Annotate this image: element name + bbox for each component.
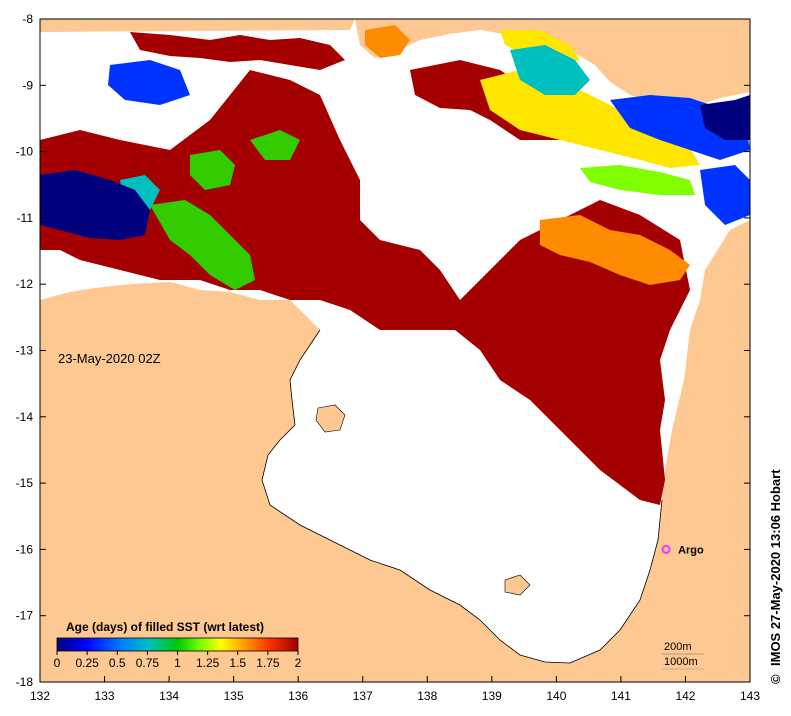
y-tick-label: -14 bbox=[16, 410, 34, 424]
argo-float-marker: Argo bbox=[661, 544, 704, 556]
x-axis: 132 133 134 135 136 137 138 139 140 141 142 143 bbox=[30, 676, 760, 703]
legend-tick-label: 0.25 bbox=[75, 656, 99, 670]
patch-age-0-west bbox=[40, 170, 150, 240]
patch-age-075-northeast bbox=[510, 45, 590, 95]
patch-age-1-east bbox=[580, 165, 695, 195]
legend-tick-label: 2 bbox=[295, 656, 302, 670]
patch-age-2-top bbox=[130, 32, 345, 70]
legend-tick-label: 0.5 bbox=[109, 656, 126, 670]
land-western-australia-nt bbox=[40, 260, 750, 682]
argo-icon bbox=[661, 544, 671, 554]
x-tick-label: 140 bbox=[546, 689, 566, 703]
credit-label: IMOS 27-May-2020 13:06 Hobart bbox=[768, 469, 783, 666]
y-tick-label: -12 bbox=[16, 277, 34, 291]
y-tick-label: -18 bbox=[16, 675, 34, 689]
x-tick-label: 143 bbox=[740, 689, 760, 703]
patch-age-15-band bbox=[480, 70, 700, 168]
patch-age-05-east bbox=[700, 165, 750, 225]
patch-age-1-north bbox=[250, 130, 300, 160]
legend-tick-label: 0.75 bbox=[136, 656, 160, 670]
x-tick-label: 133 bbox=[95, 689, 115, 703]
patch-age-175-east bbox=[540, 215, 690, 285]
legend-tick-label: 1 bbox=[174, 656, 181, 670]
sst-data-patches bbox=[40, 25, 750, 505]
patch-age-2-southeast bbox=[560, 390, 660, 480]
patch-age-1-west bbox=[150, 200, 255, 290]
x-tick-label: 137 bbox=[353, 689, 373, 703]
x-tick-label: 135 bbox=[224, 689, 244, 703]
credit-block: © IMOS 27-May-2020 13:06 Hobart bbox=[768, 469, 783, 684]
legend-colorbar bbox=[56, 637, 299, 652]
patch-age-175-top bbox=[365, 25, 410, 58]
y-axis: -8 -9 -10 -11 -12 -13 -14 -15 -16 -17 -18 bbox=[16, 12, 750, 689]
legend-tick-label: 0 bbox=[54, 656, 61, 670]
x-tick-label: 138 bbox=[417, 689, 437, 703]
wellesley-island bbox=[504, 574, 531, 596]
y-tick-label: -11 bbox=[17, 211, 34, 225]
y-tick-label: -13 bbox=[16, 344, 34, 358]
legend-title: Age (days) of filled SST (wrt latest) bbox=[66, 620, 264, 634]
patch-age-0-northeast bbox=[700, 95, 750, 140]
y-tick-label: -9 bbox=[22, 78, 33, 92]
x-tick-label: 134 bbox=[159, 689, 179, 703]
gulf-coastline bbox=[261, 329, 663, 664]
timestamp-label: 23-May-2020 02Z bbox=[58, 351, 161, 366]
y-tick-label: -10 bbox=[16, 145, 34, 159]
legend-tick-label: 1.75 bbox=[256, 656, 280, 670]
copyright-symbol: © bbox=[768, 674, 783, 684]
x-tick-label: 132 bbox=[30, 689, 50, 703]
y-tick-label: -8 bbox=[22, 12, 33, 26]
x-tick-label: 141 bbox=[611, 689, 631, 703]
legend-tick-label: 1.5 bbox=[229, 656, 246, 670]
legend-tick-label: 1.25 bbox=[196, 656, 220, 670]
y-tick-label: -15 bbox=[16, 476, 34, 490]
x-tick-label: 136 bbox=[288, 689, 308, 703]
x-tick-label: 139 bbox=[482, 689, 502, 703]
land-papua-new-guinea bbox=[355, 19, 750, 105]
patch-age-1-mid bbox=[190, 150, 235, 190]
land-cape-york-east bbox=[700, 220, 750, 300]
contour-200m-label: 200m bbox=[664, 641, 692, 653]
x-tick-label: 142 bbox=[675, 689, 695, 703]
land-northwest-strip bbox=[40, 19, 355, 32]
plot-area bbox=[40, 19, 750, 682]
patch-age-025-northwest bbox=[108, 60, 190, 105]
argo-label: Argo bbox=[678, 544, 704, 556]
y-tick-label: -17 bbox=[16, 609, 34, 623]
groote-eylandt-island bbox=[315, 404, 346, 433]
legend-ticks: 0 0.25 0.5 0.75 1 1.25 1.5 1.75 2 bbox=[54, 651, 302, 670]
contour-1000m-label: 1000m bbox=[664, 656, 698, 668]
y-tick-label: -16 bbox=[16, 542, 34, 556]
